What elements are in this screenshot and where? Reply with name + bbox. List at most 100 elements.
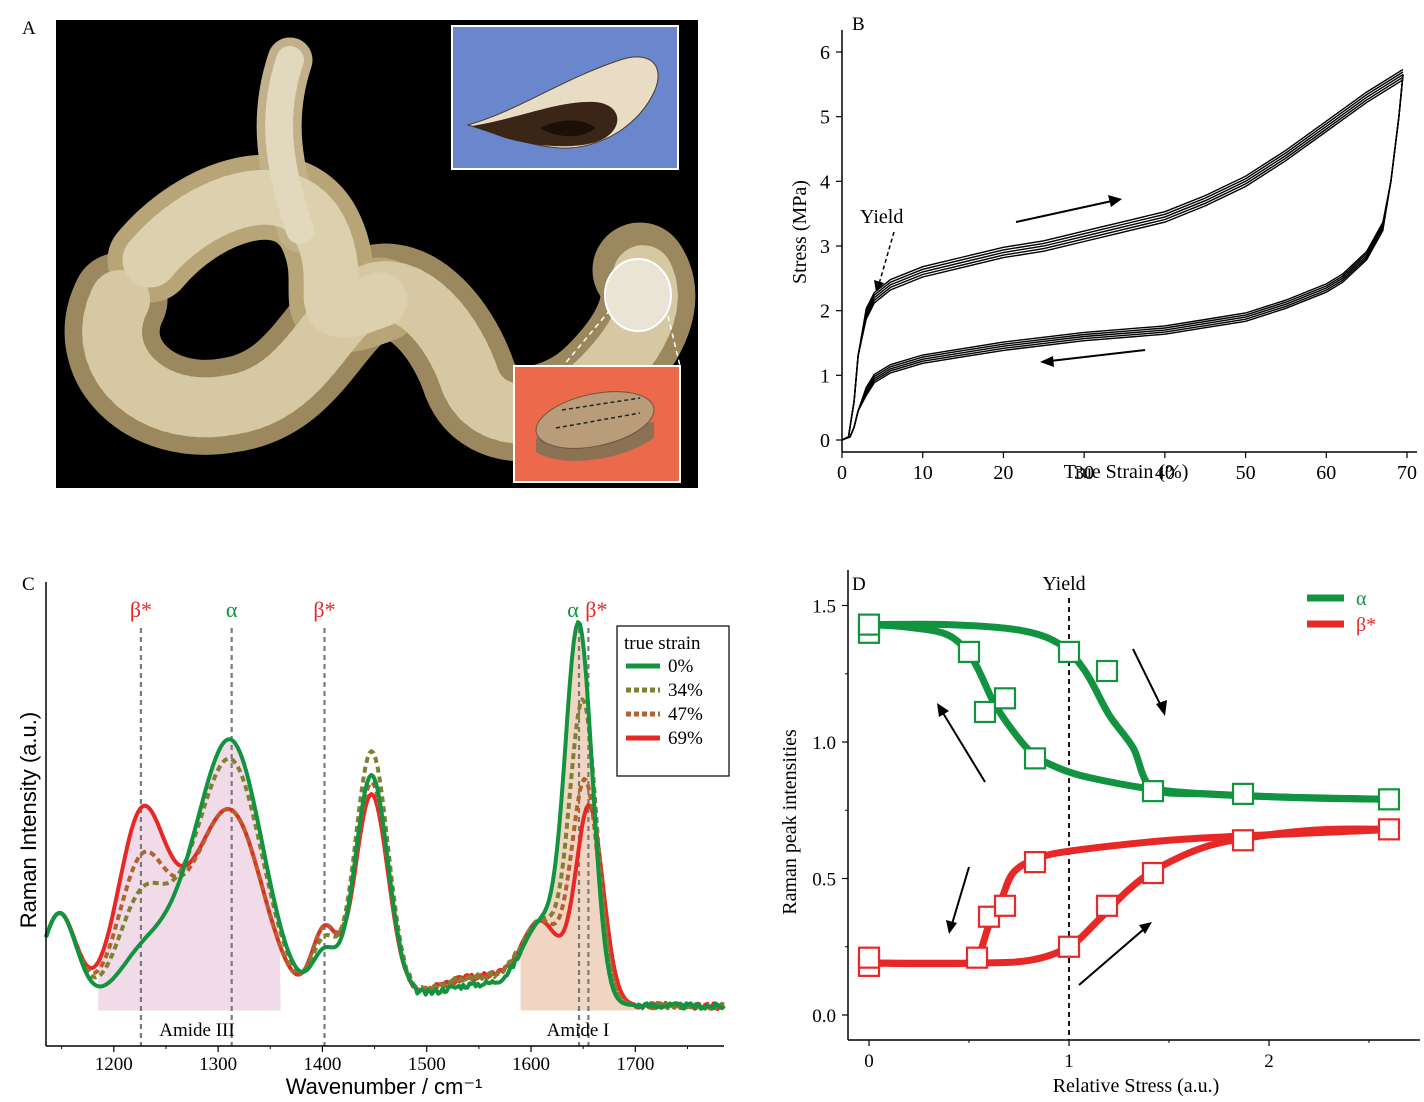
panel-c-spectra <box>44 620 726 1011</box>
legend-entry-label: 47% <box>668 704 703 725</box>
panel-c-amide-i-label: Amide I <box>547 1020 610 1041</box>
panel-d-beta-marker <box>857 946 881 969</box>
panel-b-x-tick-label: 30 <box>1074 462 1094 484</box>
panel-c-x-tick-label: 1500 <box>408 1054 446 1075</box>
panel-c-label: C <box>22 574 35 595</box>
panel-c-x-tick-label: 1400 <box>303 1054 341 1075</box>
panel-d-beta-marker <box>965 946 989 969</box>
peak-marker-label: β* <box>585 597 607 622</box>
panel-d-beta-marker <box>1023 851 1047 874</box>
panel-b-loading-arrowhead <box>1108 195 1122 207</box>
panel-d-arrows <box>937 648 1167 986</box>
panel-d-alpha-unloading-curve <box>865 621 1397 803</box>
panel-b-y-tick-label: 6 <box>820 42 830 64</box>
panel-b-y-tick-label: 0 <box>820 430 830 452</box>
amide-i-band <box>520 622 636 1011</box>
panel-a: A <box>22 18 698 488</box>
legend-entry-label: 69% <box>668 728 703 749</box>
panel-d-y-tick-label: 1.0 <box>812 733 836 754</box>
panel-d-alpha-marker <box>1377 788 1401 811</box>
panel-b-loading-cycle-5 <box>841 68 1404 441</box>
panel-b-x-axis-title: True Strain (%) <box>1064 461 1189 483</box>
panel-c-amide-iii-label: Amide III <box>159 1020 234 1041</box>
panel-d-label: D <box>852 574 866 595</box>
leader-line <box>562 309 611 367</box>
panel-d-alpha-marker <box>973 700 997 724</box>
amide-iii-band <box>98 739 281 1011</box>
peak-marker-label: β* <box>313 597 335 622</box>
peak-marker-label: α <box>226 597 238 622</box>
peak-marker-label: α <box>567 597 579 622</box>
panel-d-points <box>857 613 1401 977</box>
panel-b-unloading-arrow <box>1049 349 1146 362</box>
panel-c-axes: 1200 1300 1400 1500 1600 1700 <box>45 582 724 1075</box>
legend-alpha-label: α <box>1356 588 1367 610</box>
panel-d-beta-marker <box>1377 818 1401 841</box>
panel-b-yield-pointer <box>878 231 895 285</box>
whelk-shell-inset <box>451 25 679 170</box>
panel-c-amide-bands <box>98 622 636 1011</box>
panel-b-y-tick-label: 4 <box>820 171 830 193</box>
panel-d-yield-label: Yield <box>1042 573 1085 595</box>
panel-d-beta-marker <box>993 894 1017 917</box>
panel-d-alpha-marker <box>1231 782 1255 805</box>
panel-d-y-tick-label: 1.5 <box>812 597 836 618</box>
panel-d-beta-loading-curve <box>865 825 1397 967</box>
panel-d-x-tick-label: 0 <box>864 1051 874 1072</box>
panel-a-label: A <box>22 18 36 39</box>
panel-b-yield-arrowhead <box>874 280 884 292</box>
panel-d-alpha-marker <box>1141 780 1165 803</box>
panel-b-x-tick-label: 70 <box>1397 462 1417 484</box>
panel-b-x-tick-label: 20 <box>993 462 1013 484</box>
panel-b-x-tick-label: 40 <box>1155 462 1175 484</box>
panel-b-unloading-arrowhead <box>1040 356 1054 367</box>
panel-b-y-tick-label: 2 <box>820 301 830 323</box>
legend-beta-label: β* <box>1356 614 1376 636</box>
panel-d-alpha-marker <box>993 687 1017 710</box>
legend-entry-label: 34% <box>668 680 703 701</box>
panel-c: C β* α β* α β* 1200 1300 1400 1500 1600 1700 Amid… <box>16 574 730 1099</box>
panel-b-x-tick-label: 10 <box>913 462 933 484</box>
panel-d-alpha-marker <box>1023 747 1047 770</box>
spectrum-34pct <box>44 697 725 1011</box>
panel-b-y-tick-label: 3 <box>820 236 830 258</box>
panel-d-y-tick-label: 0.0 <box>812 1006 836 1027</box>
panel-d-x-axis-title: Relative Stress (a.u.) <box>1053 1075 1220 1097</box>
panel-d-y-tick-label: 0.5 <box>812 870 836 891</box>
panel-c-x-tick-label: 1600 <box>512 1054 550 1075</box>
peak-marker-label: β* <box>130 597 152 622</box>
panel-b-curves <box>841 68 1404 441</box>
panel-d-alpha-marker <box>1095 659 1119 683</box>
panel-d-y-axis-title: Raman peak intensities <box>779 729 801 915</box>
panel-d-alpha-marker <box>957 640 981 664</box>
panel-d-x-tick-label: 1 <box>1064 1051 1074 1072</box>
panel-d: D 0 1 2 0.0 0.5 1.0 1.5 Yield Relative Stress … <box>779 570 1420 1097</box>
panel-b-loading-arrow <box>1015 200 1113 223</box>
panel-c-x-axis-title: Wavenumber / cm⁻¹ <box>286 1074 483 1099</box>
panel-d-beta-marker <box>1141 861 1165 885</box>
panel-c-x-tick-label: 1700 <box>616 1054 654 1075</box>
panel-d-beta-marker <box>1057 935 1081 958</box>
panel-d-curves <box>865 620 1397 968</box>
panel-b-y-tick-label: 1 <box>820 365 830 387</box>
panel-d-beta-marker <box>1095 894 1119 917</box>
panel-d-legend: α β* <box>1307 588 1376 636</box>
panel-b-x-tick-label: 0 <box>837 462 847 484</box>
panel-b: B 0 10 20 30 40 50 60 70 0 1 2 3 4 5 6 True Strain (%)… <box>789 14 1417 484</box>
spectrum-0pct <box>44 620 726 1011</box>
panel-b-label: B <box>852 14 865 35</box>
panel-b-x-tick-label: 60 <box>1316 462 1336 484</box>
sample-disc-inset <box>513 365 681 483</box>
panel-c-y-axis-title: Raman Intensity (a.u.) <box>16 712 41 928</box>
panel-d-beta-marker <box>1231 829 1255 852</box>
panel-c-legend: true strain 0% 34% 47% 69% <box>616 625 730 777</box>
legend-title: true strain <box>624 633 701 654</box>
panel-c-x-tick-label: 1300 <box>199 1054 237 1075</box>
legend-entry-label: 0% <box>668 656 694 677</box>
panel-d-beta-unloading-curve <box>865 825 1397 968</box>
panel-b-y-tick-label: 5 <box>820 107 830 129</box>
panel-d-alpha-marker <box>1057 640 1081 664</box>
panel-d-alpha-marker <box>857 613 881 636</box>
panel-b-y-axis-title: Stress (MPa) <box>789 180 811 284</box>
